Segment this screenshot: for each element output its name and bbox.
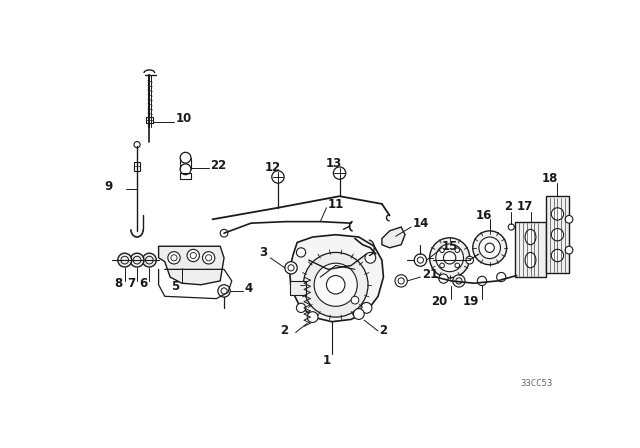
Text: 8: 8 (115, 277, 123, 290)
Circle shape (202, 252, 215, 264)
Circle shape (220, 229, 228, 237)
Text: 6: 6 (139, 277, 147, 290)
Circle shape (314, 263, 357, 306)
Bar (515, 222, 546, 277)
Circle shape (351, 296, 359, 304)
Text: 5: 5 (172, 280, 180, 293)
Circle shape (497, 272, 506, 282)
Bar (134, 162, 140, 171)
Text: 7: 7 (127, 277, 136, 290)
Text: 16: 16 (476, 209, 492, 222)
Text: 2: 2 (280, 324, 289, 337)
Circle shape (285, 262, 297, 274)
Text: 20: 20 (431, 295, 448, 308)
Circle shape (118, 253, 132, 267)
Ellipse shape (525, 252, 536, 268)
Text: 22: 22 (210, 159, 227, 172)
Circle shape (565, 246, 573, 254)
Circle shape (365, 252, 376, 263)
Text: 33CC53: 33CC53 (520, 379, 553, 388)
Ellipse shape (525, 229, 536, 245)
Circle shape (444, 252, 456, 264)
Circle shape (473, 231, 507, 265)
Text: 2: 2 (504, 200, 512, 213)
Circle shape (272, 171, 284, 183)
Text: 11: 11 (328, 198, 344, 211)
Text: 3: 3 (259, 246, 267, 259)
Circle shape (508, 224, 515, 230)
Text: 14: 14 (413, 217, 429, 230)
Circle shape (361, 302, 372, 313)
Circle shape (218, 285, 230, 297)
Circle shape (134, 142, 140, 148)
Circle shape (130, 253, 144, 267)
Circle shape (303, 252, 368, 317)
Circle shape (296, 248, 306, 257)
Text: 19: 19 (462, 295, 479, 308)
Circle shape (485, 243, 494, 252)
Circle shape (565, 215, 573, 223)
Circle shape (168, 252, 180, 264)
Circle shape (180, 152, 191, 163)
Circle shape (452, 275, 465, 287)
Text: 17: 17 (516, 200, 532, 213)
Polygon shape (159, 246, 224, 285)
Circle shape (429, 238, 470, 278)
Text: 12: 12 (264, 161, 281, 174)
Text: 4: 4 (245, 282, 253, 295)
Circle shape (333, 167, 346, 179)
Circle shape (551, 208, 564, 220)
Text: 18: 18 (541, 172, 558, 185)
Circle shape (326, 276, 345, 294)
Circle shape (414, 254, 427, 266)
Circle shape (439, 274, 448, 283)
Circle shape (477, 276, 486, 285)
Circle shape (479, 237, 500, 258)
Circle shape (180, 164, 191, 175)
Bar (289, 281, 307, 295)
Circle shape (307, 312, 318, 323)
Circle shape (455, 263, 460, 268)
Circle shape (466, 256, 474, 264)
Polygon shape (382, 227, 405, 248)
Circle shape (440, 248, 444, 253)
Text: 1: 1 (323, 354, 330, 367)
Circle shape (440, 263, 444, 268)
Circle shape (296, 303, 306, 313)
Circle shape (353, 309, 364, 319)
Bar (546, 196, 569, 273)
Text: 15: 15 (441, 240, 458, 253)
Circle shape (143, 253, 156, 267)
Bar (145, 117, 153, 123)
Text: 10: 10 (175, 112, 192, 125)
Text: 21: 21 (422, 268, 438, 281)
Text: 9: 9 (105, 180, 113, 193)
Text: 13: 13 (326, 157, 342, 170)
Text: 2: 2 (380, 324, 388, 337)
Circle shape (455, 248, 460, 253)
Circle shape (436, 244, 463, 271)
Circle shape (551, 250, 564, 262)
Circle shape (187, 250, 200, 262)
Circle shape (551, 228, 564, 241)
Polygon shape (289, 235, 383, 322)
Circle shape (395, 275, 407, 287)
